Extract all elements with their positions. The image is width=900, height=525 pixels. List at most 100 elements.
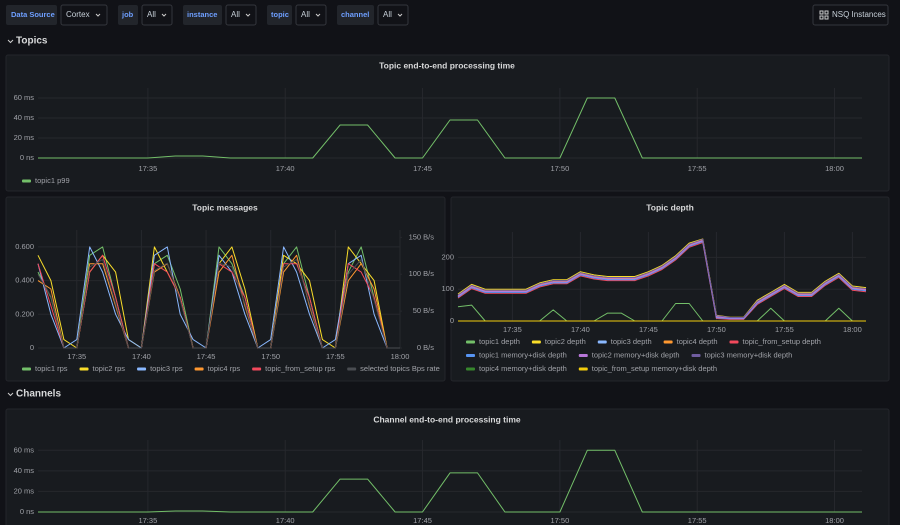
x-tick-label: 17:40 — [276, 516, 295, 525]
legend-swatch — [466, 354, 475, 357]
legend-swatch — [578, 354, 588, 357]
dropdown[interactable] — [377, 4, 409, 26]
y-tick-label: 0 — [450, 316, 454, 325]
y-tick-label: 0 ns — [20, 507, 34, 516]
x-tick-label: 17:40 — [132, 352, 151, 361]
y-tick-label: 200 — [441, 252, 454, 261]
row-title[interactable]: Topics — [16, 36, 48, 47]
legend-label: selected topics Bps rate — [360, 364, 440, 373]
legend-label: topic_from_setup depth — [743, 337, 821, 346]
legend-swatch — [578, 367, 588, 371]
x-tick-label: 17:45 — [639, 325, 658, 334]
y-tick-label: 20 ms — [14, 133, 35, 142]
legend-label: topic2 memory+disk depth — [592, 350, 680, 359]
x-tick-label: 18:00 — [825, 516, 844, 525]
legend-label: topic1 rps — [35, 364, 68, 373]
x-tick-label: 17:55 — [775, 325, 794, 334]
var-label: job — [121, 10, 134, 19]
legend-swatch — [663, 340, 673, 344]
series-line — [457, 241, 867, 320]
y2-tick-label: 150 B/s — [409, 232, 435, 241]
x-tick-label: 17:40 — [276, 164, 295, 173]
y-tick-label: 0.200 — [15, 309, 34, 318]
legend-label: topic1 memory+disk depth — [479, 350, 567, 359]
dropdown[interactable] — [60, 4, 108, 26]
x-tick-label: 17:35 — [503, 325, 522, 334]
legend-swatch — [531, 340, 541, 344]
y-tick-label: 60 ms — [14, 445, 35, 454]
x-tick-label: 17:35 — [138, 516, 157, 525]
icon — [824, 10, 829, 15]
var-label-box — [118, 5, 138, 25]
legend-swatch — [597, 340, 607, 344]
link-button[interactable] — [812, 4, 889, 26]
legend-label: topic2 depth — [545, 337, 586, 346]
icon — [819, 15, 824, 20]
y2-tick-label: 100 B/s — [409, 269, 435, 278]
x-tick-label: 17:55 — [326, 352, 345, 361]
x-tick-label: 18:00 — [843, 325, 862, 334]
series-line — [457, 242, 867, 320]
legend-swatch — [691, 354, 701, 357]
legend-label: topic3 rps — [150, 364, 183, 373]
y2-tick-label: 0 B/s — [417, 343, 434, 352]
x-tick-label: 17:50 — [550, 516, 569, 525]
chevron — [315, 13, 321, 17]
legend-swatch — [22, 367, 31, 371]
var-label: channel — [341, 10, 369, 19]
legend-label: topic_from_setup rps — [265, 364, 335, 373]
x-tick-label: 17:45 — [197, 352, 216, 361]
x-tick-label: 18:00 — [391, 352, 410, 361]
legend-swatch — [466, 340, 475, 344]
row-chevron[interactable] — [7, 392, 14, 397]
legend-swatch — [79, 367, 89, 371]
dropdown-value[interactable]: All — [231, 10, 240, 19]
legend-label: topic4 depth — [677, 337, 718, 346]
legend-swatch — [194, 367, 204, 371]
chevron — [245, 13, 251, 17]
link-button-label[interactable]: NSQ Instances — [832, 10, 886, 19]
y-tick-label: 0 — [30, 343, 34, 352]
var-label: Data Source — [11, 10, 55, 19]
panel-title: Topic end-to-end processing time — [379, 60, 515, 70]
y2-tick-label: 50 B/s — [413, 306, 435, 315]
dropdown-value[interactable]: All — [383, 10, 392, 19]
series-line — [457, 238, 867, 318]
legend-swatch — [347, 367, 357, 371]
legend-label: topic_from_setup memory+disk depth — [592, 364, 717, 373]
dropdown-value[interactable]: All — [147, 10, 156, 19]
legend-swatch — [252, 367, 262, 371]
dropdown[interactable] — [295, 4, 327, 26]
y-tick-label: 100 — [441, 284, 454, 293]
y-tick-label: 0.400 — [15, 276, 34, 285]
x-tick-label: 18:00 — [825, 164, 844, 173]
dropdown-value[interactable]: All — [301, 10, 310, 19]
x-tick-label: 17:50 — [707, 325, 726, 334]
legend-swatch — [22, 179, 31, 183]
var-label-box — [337, 5, 374, 25]
chevron — [95, 13, 101, 17]
y-tick-label: 60 ms — [14, 93, 35, 102]
var-label-box — [6, 5, 57, 25]
icon — [824, 15, 829, 20]
row-title[interactable]: Channels — [16, 389, 61, 400]
dropdown[interactable] — [141, 4, 173, 26]
dropdown[interactable] — [225, 4, 257, 26]
legend-label: topic3 memory+disk depth — [705, 350, 793, 359]
dropdown-value[interactable]: Cortex — [66, 10, 90, 19]
var-label: topic — [271, 10, 289, 19]
x-tick-label: 17:55 — [688, 164, 707, 173]
legend-label: topic3 depth — [611, 337, 652, 346]
row-chevron[interactable] — [7, 39, 14, 44]
y-tick-label: 0.600 — [15, 242, 34, 251]
legend-swatch — [466, 367, 475, 371]
panel — [5, 408, 890, 525]
legend-label: topic4 rps — [208, 364, 241, 373]
x-tick-label: 17:50 — [261, 352, 280, 361]
series-line — [38, 449, 862, 513]
x-tick-label: 17:50 — [550, 164, 569, 173]
legend-label: topic2 rps — [93, 364, 126, 373]
var-label-box — [183, 5, 222, 25]
x-tick-label: 17:45 — [413, 164, 432, 173]
